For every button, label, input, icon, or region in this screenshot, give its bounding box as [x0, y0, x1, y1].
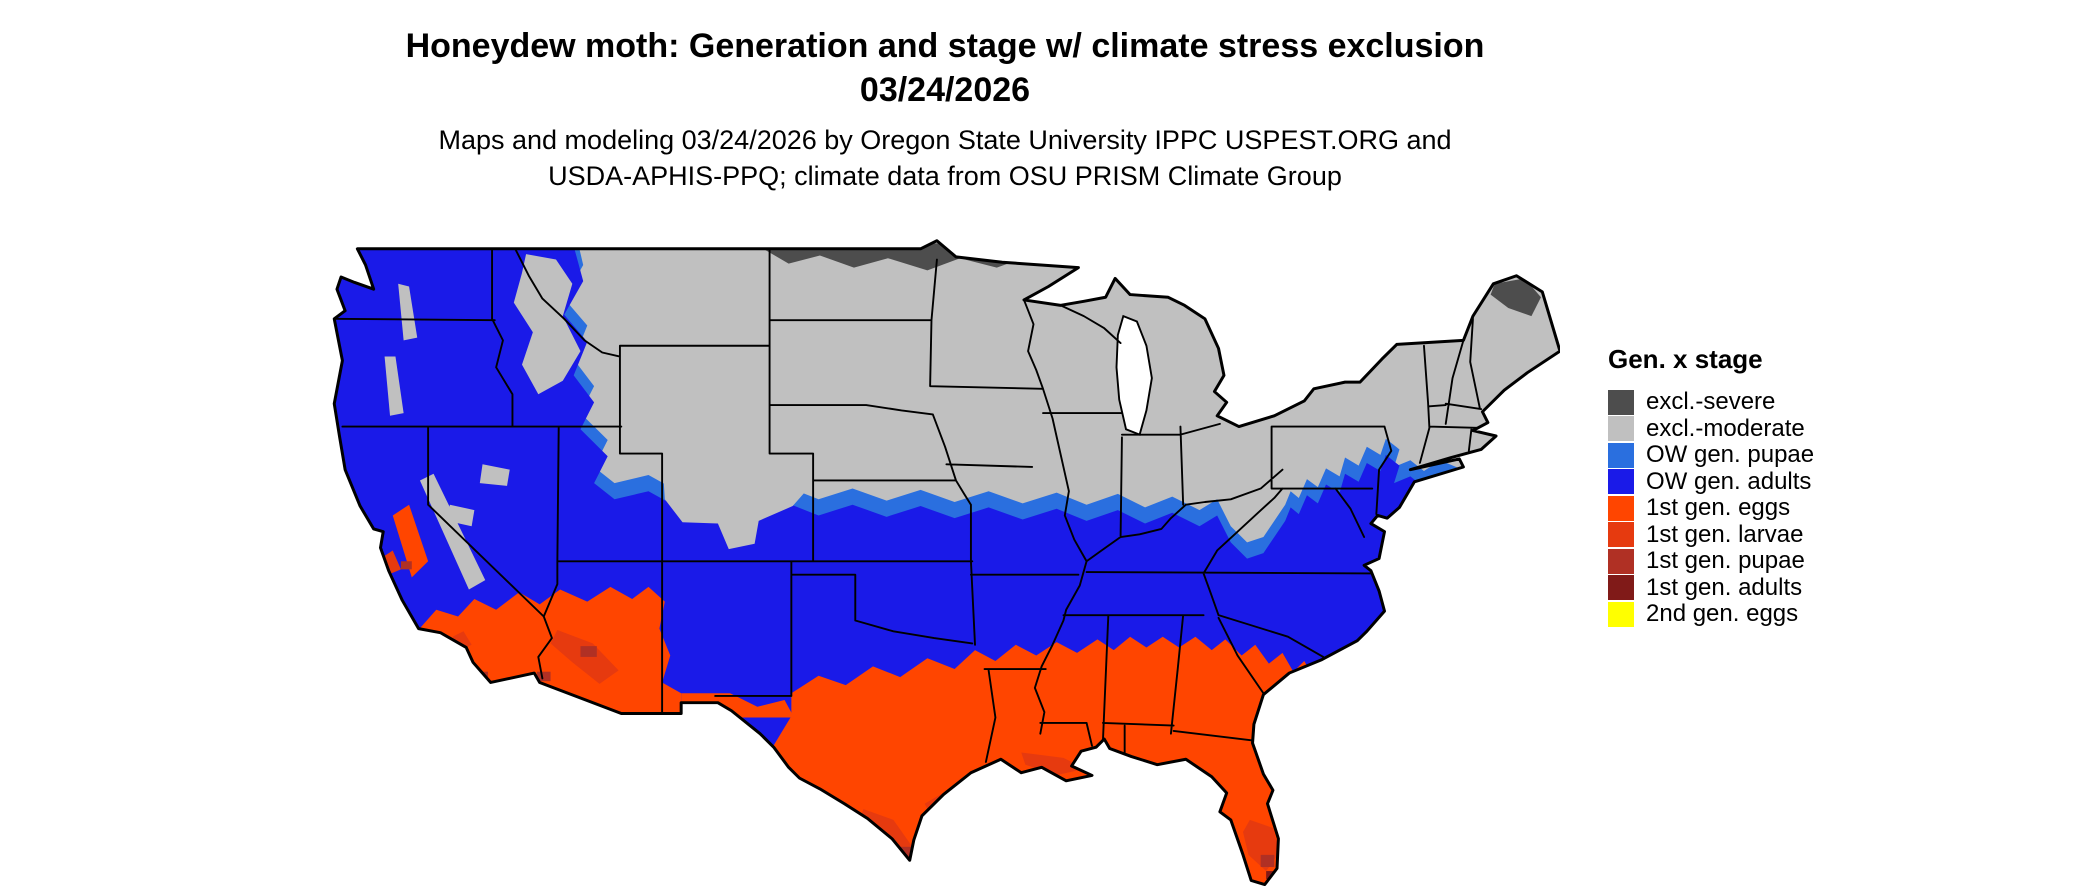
page-title: Honeydew moth: Generation and stage w/ c…	[405, 27, 1485, 65]
legend-row: 2nd gen. eggs	[1608, 600, 1814, 628]
legend-swatch	[1608, 495, 1634, 521]
legend-swatch	[1608, 522, 1634, 548]
legend-label: 1st gen. pupae	[1646, 547, 1805, 575]
legend-swatch	[1608, 601, 1634, 627]
legend-row: excl.-severe	[1608, 388, 1814, 416]
legend-swatch	[1608, 389, 1634, 415]
region-1st-adults	[904, 857, 1276, 880]
legend-row: 1st gen. adults	[1608, 573, 1814, 602]
us-outline	[332, 239, 1560, 887]
legend-label: 1st gen. larvae	[1646, 520, 1804, 548]
legend-label: 1st gen. adults	[1646, 573, 1803, 601]
page-title-date: 03/24/2026	[859, 71, 1031, 109]
legend-swatch	[1608, 416, 1634, 442]
us-map	[322, 238, 1560, 892]
legend-row: 1st gen. larvae	[1608, 520, 1814, 549]
title-block: Honeydew moth: Generation and stage w/ c…	[0, 24, 1890, 112]
legend-row: excl.-moderate	[1608, 414, 1814, 443]
legend-swatch	[1608, 469, 1634, 495]
us-map-svg	[332, 239, 1560, 887]
subtitle-line-1: Maps and modeling 03/24/2026 by Oregon S…	[438, 125, 1452, 155]
subtitle-block: Maps and modeling 03/24/2026 by Oregon S…	[0, 122, 1890, 194]
legend-row: OW gen. pupae	[1608, 441, 1815, 469]
legend-label: OW gen. adults	[1646, 467, 1812, 495]
legend-swatch	[1608, 548, 1634, 574]
legend-title: Gen. x stage	[1608, 344, 1763, 374]
region-2nd-eggs	[1241, 880, 1250, 885]
legend-label: 1st gen. eggs	[1646, 494, 1791, 522]
legend-row: OW gen. adults	[1608, 467, 1814, 496]
subtitle-line-2: USDA-APHIS-PPQ; climate data from OSU PR…	[548, 161, 1342, 191]
legend: Gen. x stage excl.-severe excl.-moderate…	[1608, 344, 1814, 628]
legend-label: OW gen. pupae	[1646, 441, 1815, 469]
legend-row: 1st gen. pupae	[1608, 547, 1814, 575]
legend-entries: excl.-severe excl.-moderate OW gen. pupa…	[1608, 388, 1815, 628]
legend-row: 1st gen. eggs	[1608, 494, 1814, 522]
legend-label: excl.-moderate	[1646, 414, 1805, 442]
legend-label: excl.-severe	[1646, 388, 1776, 416]
legend-label: 2nd gen. eggs	[1646, 600, 1799, 628]
region-mountain-exclusion	[384, 254, 811, 590]
legend-swatch	[1608, 575, 1634, 601]
legend-swatch	[1608, 442, 1634, 468]
state-borders	[334, 245, 1483, 763]
